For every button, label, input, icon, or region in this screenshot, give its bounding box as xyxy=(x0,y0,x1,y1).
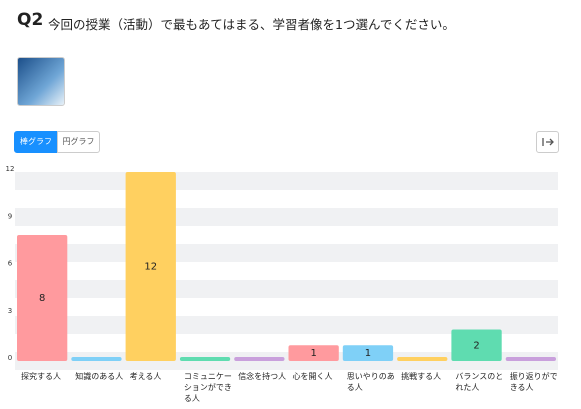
question-number: Q2 xyxy=(17,10,44,30)
grid-stripe xyxy=(15,172,558,190)
x-tick-label: 挑戦する人 xyxy=(401,372,442,381)
bar xyxy=(451,329,502,361)
x-tick-label: 信念を持つ人 xyxy=(238,372,287,381)
bar-value-label: 8 xyxy=(39,293,45,304)
x-tick-label: 知識のある人 xyxy=(75,372,124,381)
x-tick-label: 探究する人 xyxy=(21,372,61,381)
grid-stripe xyxy=(15,208,558,226)
question-text: 今回の授業（活動）で最もあてはまる、学習者像を1つ選んでください。 xyxy=(48,17,455,32)
bar-value-label: 1 xyxy=(365,348,371,359)
bar xyxy=(71,357,122,361)
bar-value-label: 2 xyxy=(473,340,479,351)
bar xyxy=(342,345,394,361)
bar xyxy=(288,345,339,361)
bar-value-label: 12 xyxy=(144,262,157,273)
thumbnail[interactable] xyxy=(17,57,65,106)
y-tick-label: 3 xyxy=(8,307,12,315)
bar xyxy=(17,235,68,361)
pie-toggle[interactable]: 円グラフ xyxy=(57,131,100,153)
x-tick-label: 振り返りができる人 xyxy=(509,372,558,392)
bar xyxy=(125,172,176,361)
y-tick-label: 0 xyxy=(8,354,12,362)
bar xyxy=(234,357,285,361)
y-tick-label: 9 xyxy=(8,212,12,220)
y-tick-label: 6 xyxy=(8,260,13,268)
x-tick-label: 思いやりのある人 xyxy=(346,372,395,392)
x-tick-label: 考える人 xyxy=(129,372,162,381)
grid-stripe xyxy=(15,244,558,262)
y-tick-label: 12 xyxy=(6,165,15,173)
x-tick-label: 心を開く人 xyxy=(292,372,333,381)
x-tick-label: バランスのとれた人 xyxy=(455,372,504,392)
bar xyxy=(179,357,231,361)
bar xyxy=(397,357,448,361)
export-button[interactable] xyxy=(536,131,559,153)
bar-value-label: 1 xyxy=(310,348,316,359)
grid-stripe xyxy=(15,280,558,298)
bar xyxy=(505,357,556,361)
x-tick-label: コミュニケーションができる人 xyxy=(183,372,232,403)
